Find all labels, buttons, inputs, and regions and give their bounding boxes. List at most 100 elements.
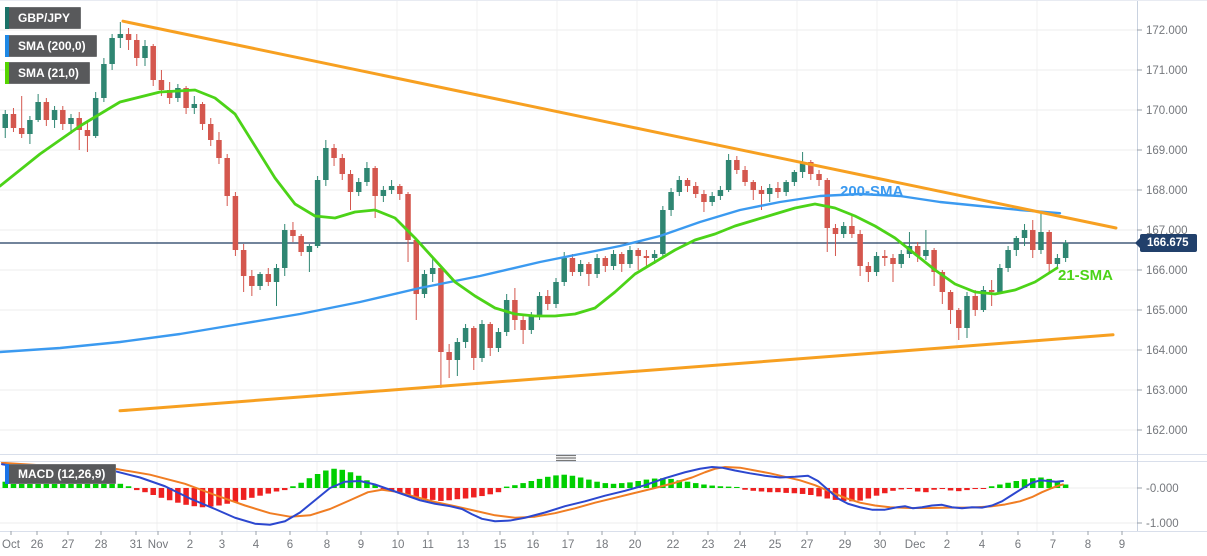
candle-body <box>783 182 789 192</box>
macd-hist-bar <box>331 468 337 488</box>
candle-body <box>898 254 904 264</box>
candle-body <box>183 88 189 108</box>
candle-body <box>791 172 798 182</box>
candle-body <box>849 226 855 234</box>
sma200-color-chip-icon <box>5 35 9 57</box>
candle-body <box>528 316 535 330</box>
macd-hist-bar <box>536 478 543 488</box>
sma200-line <box>0 192 1062 354</box>
macd-hist-bar <box>742 488 748 490</box>
candle-body <box>1046 232 1052 264</box>
sma21-legend-badge[interactable]: SMA (21,0) <box>5 62 90 84</box>
candle-body <box>35 102 41 120</box>
macd-hist-bar <box>972 488 978 490</box>
macd-hist-bar <box>158 488 165 498</box>
macd-hist-bar <box>479 488 485 497</box>
macd-hist-bar <box>199 488 206 508</box>
price-scale-axis[interactable]: 172.000171.000170.000169.000168.000167.0… <box>1137 1 1188 531</box>
candle-body <box>717 190 724 196</box>
symbol-legend-badge[interactable]: GBP/JPY <box>5 7 82 29</box>
macd-hist-bar <box>849 488 855 502</box>
macd-hist-bar <box>619 483 625 488</box>
candle-body <box>939 272 946 292</box>
macd-hist-bar <box>865 488 872 499</box>
macd-hist-bar <box>175 488 181 503</box>
macd-hist-bar <box>257 488 263 496</box>
candle-body <box>610 254 617 266</box>
macd-legend-badge[interactable]: MACD (12,26,9) <box>5 464 117 484</box>
candle-body <box>660 210 666 254</box>
candle-body <box>956 310 962 328</box>
candle-body <box>692 186 699 194</box>
candle-body <box>10 114 17 128</box>
candle-body <box>972 296 978 310</box>
candle-body <box>602 258 609 266</box>
candle-body <box>569 258 576 272</box>
candle-body <box>216 140 222 158</box>
time-axis-label: 2 <box>187 539 193 551</box>
candle-body <box>158 80 165 90</box>
time-axis-label: 8 <box>1085 539 1091 551</box>
candle-body <box>471 328 477 358</box>
candle-body <box>840 226 847 234</box>
candle-body <box>60 110 66 124</box>
time-axis-label: 11 <box>422 539 434 551</box>
macd-hist-bar <box>150 488 156 495</box>
candle-body <box>388 186 395 190</box>
candle-body <box>405 194 411 240</box>
macd-hist-bar <box>939 488 946 490</box>
candle-body <box>364 168 370 182</box>
macd-signal-line <box>1 462 1064 519</box>
sma200-legend-label: SMA (200,0) <box>18 39 86 53</box>
pane-divider <box>0 454 1207 462</box>
macd-hist-bar <box>109 481 115 488</box>
macd-hist-bar <box>503 486 510 488</box>
time-axis-label: 26 <box>31 539 44 551</box>
candle-body <box>725 160 732 190</box>
candle-body <box>503 300 510 332</box>
price-axis-label: 170.000 <box>1146 105 1188 117</box>
macd-hist-bar <box>816 488 822 497</box>
price-axis-label: 168.000 <box>1146 185 1188 197</box>
macd-hist-bar <box>766 488 773 493</box>
candle-body <box>1021 230 1028 238</box>
macd-hist-bar <box>873 488 880 496</box>
candle-body <box>117 34 124 38</box>
candle-body <box>734 160 740 170</box>
candle-body <box>594 258 600 274</box>
macd-hist-bar <box>166 488 173 501</box>
candle-body <box>314 180 321 246</box>
macd-hist-bar <box>586 479 592 488</box>
macd-hist-bar <box>1054 481 1061 488</box>
macd-hist-bar <box>914 488 921 492</box>
candle-body <box>487 324 493 348</box>
candle-body <box>676 180 683 192</box>
candle-body <box>397 186 403 194</box>
time-axis-label: 3 <box>219 539 225 551</box>
candle-body <box>857 234 863 266</box>
candle-body <box>832 228 839 234</box>
candle-body <box>561 258 567 282</box>
macd-hist-bar <box>594 481 600 488</box>
candle-body <box>495 332 502 348</box>
candle-body <box>947 292 954 310</box>
macd-hist-bar <box>298 482 304 488</box>
divider-drag-handle-icon[interactable] <box>556 454 576 462</box>
time-scale-axis[interactable]: Oct 26 27 28 31 Nov 2 3 4 6 8 9 10 11 13 15 16 17 18 20 22 23… <box>0 531 1207 551</box>
price-pane[interactable] <box>0 1 1137 454</box>
candle-body <box>265 274 272 282</box>
candle-body <box>298 236 304 252</box>
time-axis-label: Oct <box>2 539 21 551</box>
macd-axis-label: -0.000 <box>1146 483 1179 495</box>
macd-hist-bar <box>191 488 198 507</box>
current-price-badge: 166.675 <box>1135 234 1197 252</box>
macd-hist-bar <box>84 480 91 488</box>
sma200-legend-badge[interactable]: SMA (200,0) <box>5 35 97 57</box>
candle-body <box>742 170 748 182</box>
time-axis-label: 9 <box>1119 539 1125 551</box>
macd-hist-bar <box>429 488 436 500</box>
candle-body <box>51 110 58 120</box>
macd-hist-bar <box>569 475 576 488</box>
macd-hist-bar <box>651 478 658 488</box>
